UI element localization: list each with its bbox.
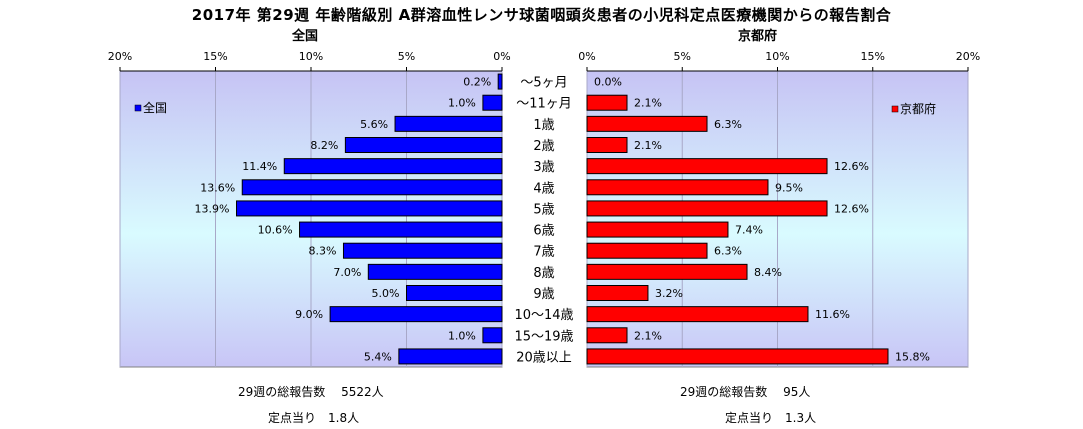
chart-title: 2017年 第29週 年齢階級別 A群溶血性レンサ球菌咽頭炎患者の小児科定点医療… xyxy=(191,6,892,24)
left-tick-label: 5% xyxy=(398,50,415,63)
left-data-label: 10.6% xyxy=(258,224,293,237)
left-data-label: 7.0% xyxy=(333,266,361,279)
left-bar xyxy=(329,306,503,323)
left-bar xyxy=(482,327,503,344)
right-data-label: 12.6% xyxy=(834,202,869,215)
right-data-label: 2.1% xyxy=(634,97,662,110)
right-data-label: 6.3% xyxy=(714,245,742,258)
left-tick-label: 20% xyxy=(108,50,132,63)
category-label: ～11ヶ月 xyxy=(516,97,572,112)
left-bar xyxy=(406,285,503,301)
category-label: 5歳 xyxy=(533,202,554,217)
left-data-label: 13.9% xyxy=(195,202,230,215)
left-data-label: 1.0% xyxy=(448,329,476,342)
left-bar xyxy=(497,73,503,90)
left-bar xyxy=(398,348,503,365)
right-data-label: 8.4% xyxy=(754,266,782,279)
left-data-label: 0.2% xyxy=(463,76,491,89)
right-tick-label: 5% xyxy=(674,50,691,63)
category-label: 2歳 xyxy=(533,139,554,154)
category-label: 7歳 xyxy=(533,245,554,260)
left-tick-label: 10% xyxy=(299,50,323,63)
right-tick-label: 10% xyxy=(765,50,789,63)
right-legend-label: 京都府 xyxy=(900,101,936,116)
left-data-label: 1.0% xyxy=(448,97,476,110)
right-bar xyxy=(586,285,649,301)
left-tick-label: 0% xyxy=(493,50,510,63)
left-data-label: 5.6% xyxy=(360,118,388,131)
category-label: 15～19歳 xyxy=(514,329,573,344)
left-panel-title: 全国 xyxy=(292,29,319,44)
left-per-sentinel: 定点当り 1.8人 xyxy=(268,411,360,425)
right-data-label: 15.8% xyxy=(895,350,930,363)
left-data-label: 5.4% xyxy=(364,350,392,363)
right-legend-swatch xyxy=(891,105,899,113)
left-bar xyxy=(283,158,503,175)
right-bar xyxy=(586,263,748,280)
right-bar xyxy=(586,94,628,111)
left-bar xyxy=(236,200,503,217)
right-data-label: 2.1% xyxy=(634,329,662,342)
right-bar xyxy=(586,327,628,344)
right-data-label: 12.6% xyxy=(834,160,869,173)
right-tick-label: 0% xyxy=(578,50,595,63)
right-data-label: 11.6% xyxy=(815,308,850,321)
right-data-label: 6.3% xyxy=(714,118,742,131)
right-bar xyxy=(586,158,828,175)
left-bar xyxy=(394,115,503,132)
right-data-label: 0.0% xyxy=(594,76,622,89)
left-legend-label: 全国 xyxy=(143,100,167,115)
left-bar xyxy=(342,242,503,259)
right-bar xyxy=(586,200,828,217)
category-label: 9歳 xyxy=(533,287,554,302)
right-tick-label: 20% xyxy=(956,50,980,63)
left-data-label: 13.6% xyxy=(200,181,235,194)
category-label: 10～14歳 xyxy=(514,308,573,323)
right-bar xyxy=(586,306,809,323)
right-total-reports: 29週の総報告数 95人 xyxy=(680,385,811,399)
category-label: 1歳 xyxy=(533,118,554,133)
right-data-label: 3.2% xyxy=(655,287,683,300)
left-legend-swatch xyxy=(134,104,142,112)
right-panel-title: 京都府 xyxy=(738,29,778,44)
category-label: 8歳 xyxy=(533,266,554,281)
left-bar xyxy=(299,221,503,238)
right-bar xyxy=(586,115,708,132)
category-label: 6歳 xyxy=(533,224,554,239)
left-total-reports: 29週の総報告数 5522人 xyxy=(238,385,384,399)
right-bar xyxy=(586,348,889,365)
left-data-label: 5.0% xyxy=(372,287,400,300)
right-tick-label: 15% xyxy=(861,50,885,63)
right-data-label: 9.5% xyxy=(775,181,803,194)
right-bar xyxy=(586,137,628,153)
left-bar xyxy=(241,179,503,196)
right-bar xyxy=(586,221,729,238)
left-data-label: 9.0% xyxy=(295,308,323,321)
left-bar xyxy=(344,137,503,153)
left-bar xyxy=(482,94,503,111)
right-data-label: 7.4% xyxy=(735,224,763,237)
left-bar xyxy=(367,263,503,280)
right-bar xyxy=(586,179,769,196)
category-label: 3歳 xyxy=(533,160,554,175)
right-per-sentinel: 定点当り 1.3人 xyxy=(725,411,817,425)
left-tick-label: 15% xyxy=(203,50,227,63)
left-data-label: 11.4% xyxy=(242,160,277,173)
right-bar xyxy=(586,242,708,259)
category-label: 20歳以上 xyxy=(516,350,572,365)
left-data-label: 8.2% xyxy=(310,139,338,152)
right-data-label: 2.1% xyxy=(634,139,662,152)
left-data-label: 8.3% xyxy=(309,245,337,258)
category-label: 4歳 xyxy=(533,181,554,196)
category-label: ～5ヶ月 xyxy=(520,76,567,91)
